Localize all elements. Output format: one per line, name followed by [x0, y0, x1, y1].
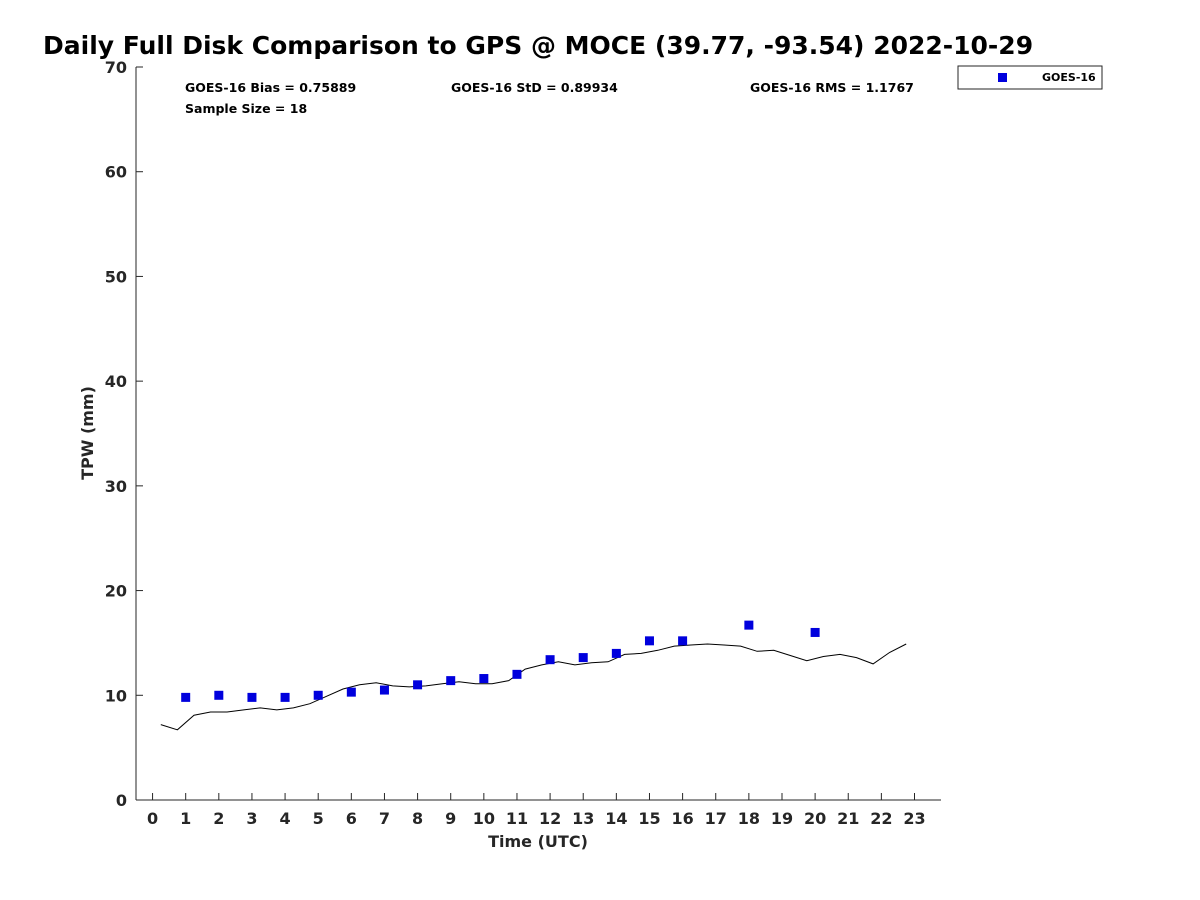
x-tick-label: 4: [280, 809, 291, 828]
goes16-point: [346, 687, 356, 697]
goes16-point: [379, 685, 389, 695]
x-tick-label: 2: [213, 809, 224, 828]
y-tick-label: 60: [105, 163, 127, 182]
goes16-point: [644, 636, 654, 646]
x-tick-label: 1: [180, 809, 191, 828]
x-tick-label: 11: [506, 809, 528, 828]
y-axis-label: TPW (mm): [78, 386, 97, 480]
x-tick-label: 10: [473, 809, 495, 828]
chart-title: Daily Full Disk Comparison to GPS @ MOCE…: [43, 31, 1033, 60]
y-tick-label: 50: [105, 267, 127, 286]
x-tick-label: 9: [445, 809, 456, 828]
goes16-point: [545, 655, 555, 665]
y-tick-label: 70: [105, 58, 127, 77]
x-tick-label: 5: [313, 809, 324, 828]
y-ticks: 0 10 20 30 40 50 60 70: [105, 58, 143, 810]
goes16-point: [214, 690, 224, 700]
stat-std: GOES-16 StD = 0.89934: [451, 80, 618, 95]
goes16-point: [280, 692, 290, 702]
goes16-point: [413, 680, 423, 690]
goes16-point: [446, 676, 456, 686]
goes16-point: [313, 690, 323, 700]
goes16-point: [810, 627, 820, 637]
x-tick-label: 12: [539, 809, 561, 828]
stat-rms: GOES-16 RMS = 1.1767: [750, 80, 914, 95]
goes16-point: [181, 692, 191, 702]
x-tick-label: 8: [412, 809, 423, 828]
gps-line-series: [160, 643, 907, 731]
x-tick-label: 22: [870, 809, 892, 828]
x-tick-label: 19: [771, 809, 793, 828]
goes16-point: [744, 620, 754, 630]
x-tick-label: 23: [903, 809, 925, 828]
goes16-point: [578, 653, 588, 663]
legend: GOES-16: [957, 65, 1103, 90]
goes16-point: [678, 636, 688, 646]
x-ticks: 0 1 2 3 4 5 6 7 8 9 10 11 12 13 14 15 16 17 18 19 20 21 22 23: [147, 793, 926, 828]
goes16-point: [479, 674, 489, 684]
x-tick-label: 14: [605, 809, 627, 828]
x-tick-label: 21: [837, 809, 859, 828]
goes16-point: [611, 648, 621, 658]
x-tick-label: 0: [147, 809, 158, 828]
x-axis-label: Time (UTC): [488, 832, 588, 851]
x-tick-label: 18: [738, 809, 760, 828]
x-tick-label: 3: [246, 809, 257, 828]
legend-box: [957, 65, 1103, 90]
legend-marker-goes16: [998, 73, 1007, 82]
x-tick-label: 15: [638, 809, 660, 828]
x-tick-label: 13: [572, 809, 594, 828]
stat-bias: GOES-16 Bias = 0.75889: [185, 80, 356, 95]
y-tick-label: 20: [105, 582, 127, 601]
legend-label-goes16: GOES-16: [1042, 71, 1096, 84]
x-tick-label: 17: [705, 809, 727, 828]
x-tick-label: 20: [804, 809, 826, 828]
y-tick-label: 30: [105, 477, 127, 496]
goes16-scatter-series: [181, 620, 820, 702]
y-tick-label: 40: [105, 372, 127, 391]
y-tick-label: 10: [105, 686, 127, 705]
x-tick-label: 16: [671, 809, 693, 828]
x-tick-label: 6: [346, 809, 357, 828]
y-tick-label: 0: [116, 791, 127, 810]
goes16-point: [247, 692, 257, 702]
stat-sample-size: Sample Size = 18: [185, 101, 307, 116]
goes16-point: [512, 669, 522, 679]
x-tick-label: 7: [379, 809, 390, 828]
gps-line: [160, 643, 907, 731]
